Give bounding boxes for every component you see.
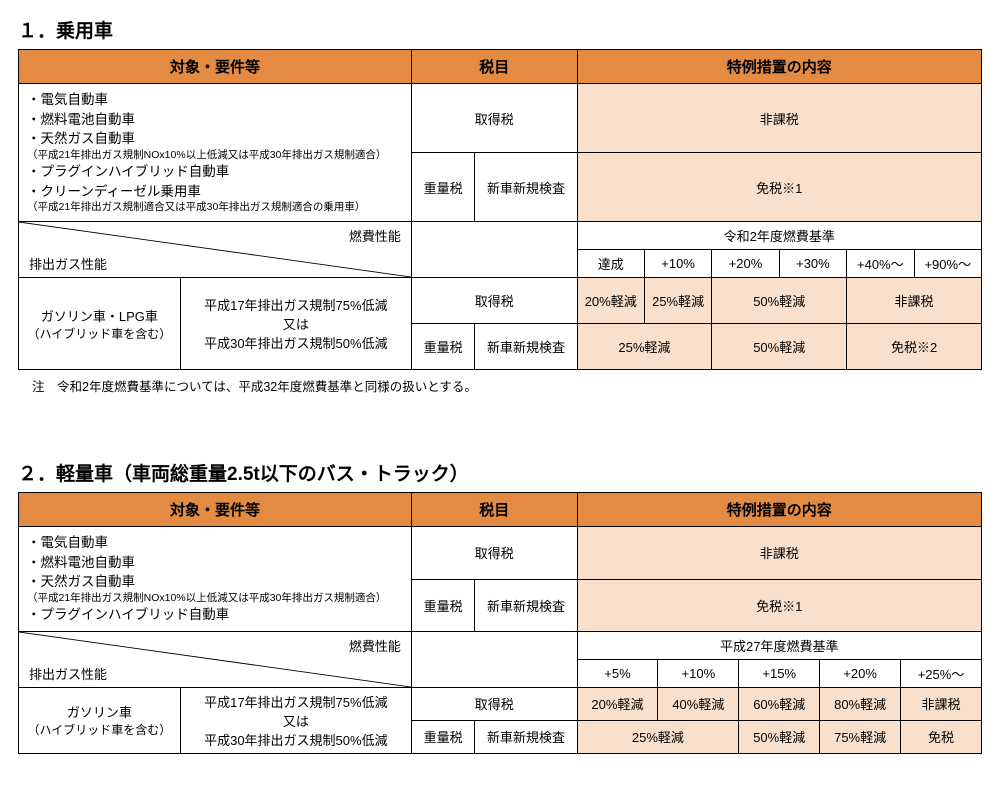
s1-col4: +40%～ <box>847 250 914 278</box>
s1-fuel-std: 令和2年度燃費基準 <box>577 222 982 250</box>
s1-acq-c3: 50%軽減 <box>712 278 847 324</box>
s1-col3: +30% <box>779 250 846 278</box>
s2-nontax: 非課税 <box>577 527 982 579</box>
s1-vehicles: ・電気自動車 ・燃料電池自動車 ・天然ガス自動車 （平成21年排出ガス規制NOx… <box>19 84 412 222</box>
s1-diag-top: 燃費性能 <box>349 226 401 245</box>
section2-table: 対象・要件等 税目 特例措置の内容 ・電気自動車 ・燃料電池自動車 ・天然ガス自… <box>18 492 982 754</box>
s2-wt-c4: 免税 <box>901 720 982 753</box>
s2-col4: +25%～ <box>901 659 982 687</box>
s1-col2: +20% <box>712 250 779 278</box>
s2-blank <box>411 631 577 687</box>
s1-footnote: 注 令和2年度燃費基準については、平成32年度燃費基準と同様の扱いとする。 <box>32 376 982 395</box>
s1-acq-c1: 20%軽減 <box>577 278 644 324</box>
section2-title: ２．軽量車（車両総重量2.5t以下のバス・トラック） <box>18 459 982 486</box>
s1-inspect2: 新車新規検査 <box>475 324 577 370</box>
s2-acq2: 取得税 <box>411 687 577 720</box>
s1-gaslpg: ガソリン車・LPG車 （ハイブリッド車を含む） <box>19 278 181 370</box>
s2-diag-top: 燃費性能 <box>349 636 401 655</box>
s2-inspect: 新車新規検査 <box>475 579 577 631</box>
s2-col3: +20% <box>820 659 901 687</box>
s2-vehicles: ・電気自動車 ・燃料電池自動車 ・天然ガス自動車 （平成21年排出ガス規制NOx… <box>19 527 412 632</box>
s2-acq-c5: 非課税 <box>901 687 982 720</box>
s1-hdr-target: 対象・要件等 <box>19 50 412 84</box>
s2-acq-c1: 20%軽減 <box>577 687 658 720</box>
s2-acq-c3: 60%軽減 <box>739 687 820 720</box>
s1-diag-cell: 燃費性能 排出ガス性能 <box>19 222 412 278</box>
s2-gas: ガソリン車 （ハイブリッド車を含む） <box>19 687 181 753</box>
s1-inspect: 新車新規検査 <box>475 153 577 222</box>
section1-title: １．乗用車 <box>18 16 982 43</box>
s2-col2: +15% <box>739 659 820 687</box>
s2-hdr-tax: 税目 <box>411 493 577 527</box>
s1-col0: 達成 <box>577 250 644 278</box>
s2-wt-c1: 25%軽減 <box>577 720 739 753</box>
s2-wt-c3: 75%軽減 <box>820 720 901 753</box>
s1-wt-c1: 25%軽減 <box>577 324 712 370</box>
s2-weight-tax: 重量税 <box>411 579 475 631</box>
s2-fuel-std: 平成27年度燃費基準 <box>577 631 982 659</box>
s1-acq2: 取得税 <box>411 278 577 324</box>
s1-diag-bottom: 排出ガス性能 <box>29 254 107 273</box>
s1-acq-c4: 非課税 <box>847 278 982 324</box>
s1-wt2: 重量税 <box>411 324 475 370</box>
s1-emission: 平成17年排出ガス規制75%低減 又は 平成30年排出ガス規制50%低減 <box>180 278 411 370</box>
s1-hdr-measure: 特例措置の内容 <box>577 50 982 84</box>
s1-col1: +10% <box>644 250 711 278</box>
s1-nontax: 非課税 <box>577 84 982 153</box>
s1-wt-c3: 免税※2 <box>847 324 982 370</box>
s2-diag-bottom: 排出ガス性能 <box>29 664 107 683</box>
s2-wt2: 重量税 <box>411 720 475 753</box>
s1-hdr-tax: 税目 <box>411 50 577 84</box>
s2-diag-cell: 燃費性能 排出ガス性能 <box>19 631 412 687</box>
s2-exempt1: 免税※1 <box>577 579 982 631</box>
s2-col0: +5% <box>577 659 658 687</box>
s1-acq-c2: 25%軽減 <box>644 278 711 324</box>
s1-col5: +90%～ <box>914 250 981 278</box>
s1-wt-c2: 50%軽減 <box>712 324 847 370</box>
s2-col1: +10% <box>658 659 739 687</box>
s1-acq-tax: 取得税 <box>411 84 577 153</box>
s2-acq-c4: 80%軽減 <box>820 687 901 720</box>
s2-acq-tax: 取得税 <box>411 527 577 579</box>
s2-hdr-measure: 特例措置の内容 <box>577 493 982 527</box>
s1-blank <box>411 222 577 278</box>
s2-emission: 平成17年排出ガス規制75%低減 又は 平成30年排出ガス規制50%低減 <box>180 687 411 753</box>
s1-exempt1: 免税※1 <box>577 153 982 222</box>
s2-hdr-target: 対象・要件等 <box>19 493 412 527</box>
s2-acq-c2: 40%軽減 <box>658 687 739 720</box>
s2-inspect2: 新車新規検査 <box>475 720 577 753</box>
s2-wt-c2: 50%軽減 <box>739 720 820 753</box>
section1-table: 対象・要件等 税目 特例措置の内容 ・電気自動車 ・燃料電池自動車 ・天然ガス自… <box>18 49 982 370</box>
s1-weight-tax: 重量税 <box>411 153 475 222</box>
